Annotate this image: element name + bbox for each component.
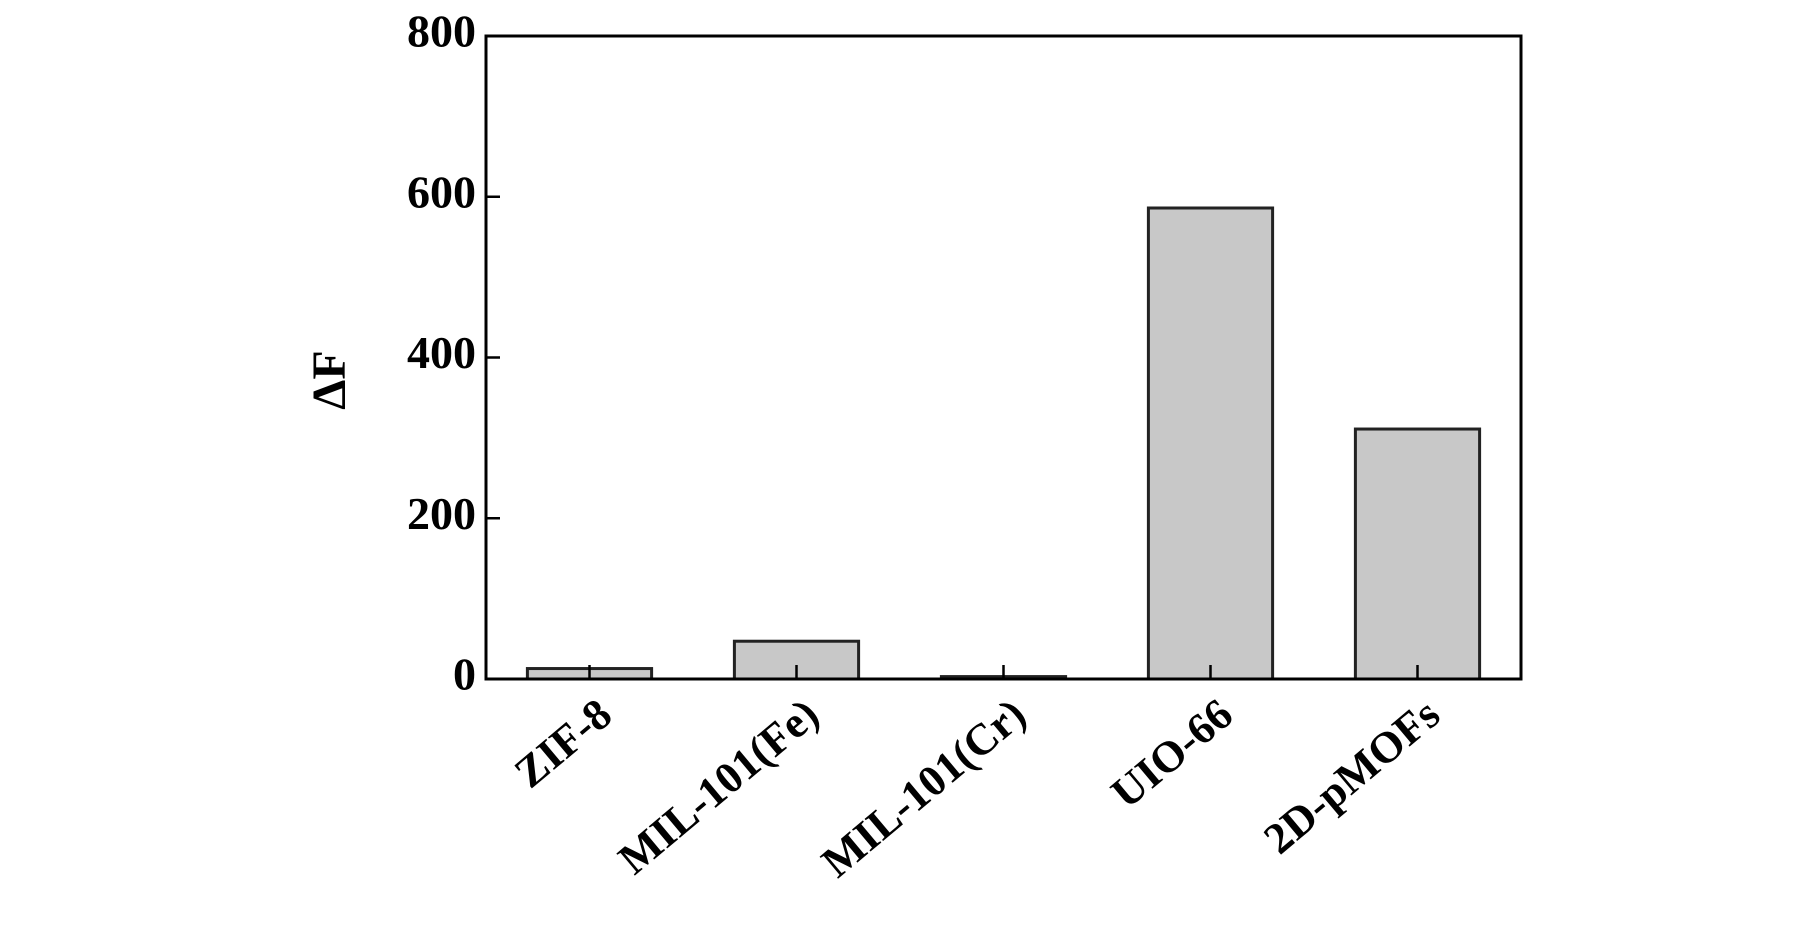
y-tick-label: 0 bbox=[453, 649, 476, 700]
x-tick-label: MIL-101(Fe) bbox=[609, 689, 828, 884]
x-tick-label: 2D-pMOFs bbox=[1255, 689, 1449, 863]
y-axis-label: ΔF bbox=[303, 350, 356, 409]
bar bbox=[1353, 427, 1482, 681]
y-tick-label: 800 bbox=[407, 6, 476, 57]
x-tick-label: ZIF-8 bbox=[505, 689, 621, 797]
y-tick-label: 600 bbox=[407, 166, 476, 217]
x-tick-label: UIO-66 bbox=[1102, 689, 1242, 818]
plot-frame bbox=[484, 34, 1523, 681]
x-tick-label: MIL-101(Cr) bbox=[812, 689, 1034, 887]
bar bbox=[1146, 206, 1275, 681]
y-tick-label: 200 bbox=[407, 488, 476, 539]
y-tick-label: 400 bbox=[407, 327, 476, 378]
